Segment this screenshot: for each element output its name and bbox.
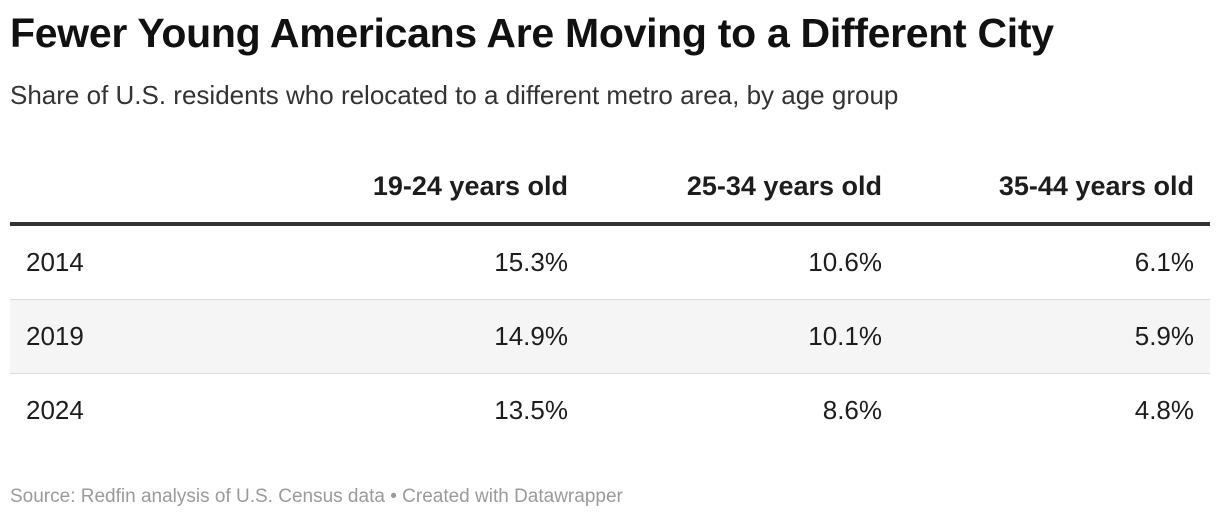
value-cell: 6.1%	[898, 224, 1210, 300]
value-cell: 5.9%	[898, 299, 1210, 374]
value-cell: 4.8%	[1134, 395, 1194, 425]
value-cell: 14.9%	[270, 299, 584, 374]
column-header-row-label	[10, 150, 270, 226]
data-table: 19-24 years old 25-34 years old 35-44 ye…	[10, 150, 1210, 447]
table-body: 2014 15.3% 10.6% 6.1% 2019 14.9% 10.1% 5…	[10, 224, 1210, 447]
source-note: Source: Redfin analysis of U.S. Census d…	[10, 486, 385, 507]
row-year-cell: 2024	[26, 395, 84, 425]
header-row: 19-24 years old 25-34 years old 35-44 ye…	[10, 150, 1210, 226]
table-row: 2024 13.5% 8.6% 4.8%	[10, 374, 1210, 448]
row-year-cell: 2014	[10, 224, 270, 300]
value-cell: 8.6%	[822, 395, 882, 425]
value-cell: 15.3%	[270, 224, 584, 300]
chart-footer: Source: Redfin analysis of U.S. Census d…	[10, 486, 623, 508]
column-header-25-34: 25-34 years old	[584, 150, 898, 226]
row-year-cell: 2019	[10, 299, 270, 374]
table-header: 19-24 years old 25-34 years old 35-44 ye…	[10, 150, 1210, 226]
value-cell: 10.6%	[584, 224, 898, 300]
column-header-19-24: 19-24 years old	[270, 150, 584, 226]
table-row: 2019 14.9% 10.1% 5.9%	[10, 299, 1210, 374]
table-row: 2014 15.3% 10.6% 6.1%	[10, 224, 1210, 300]
footer-separator: •	[390, 486, 397, 507]
value-cell: 10.1%	[584, 299, 898, 374]
created-with-link[interactable]: Created with Datawrapper	[402, 486, 623, 507]
chart-title: Fewer Young Americans Are Moving to a Di…	[10, 10, 1054, 56]
column-header-35-44: 35-44 years old	[898, 150, 1210, 226]
chart-subtitle: Share of U.S. residents who relocated to…	[10, 80, 899, 110]
value-cell: 13.5%	[494, 395, 568, 425]
